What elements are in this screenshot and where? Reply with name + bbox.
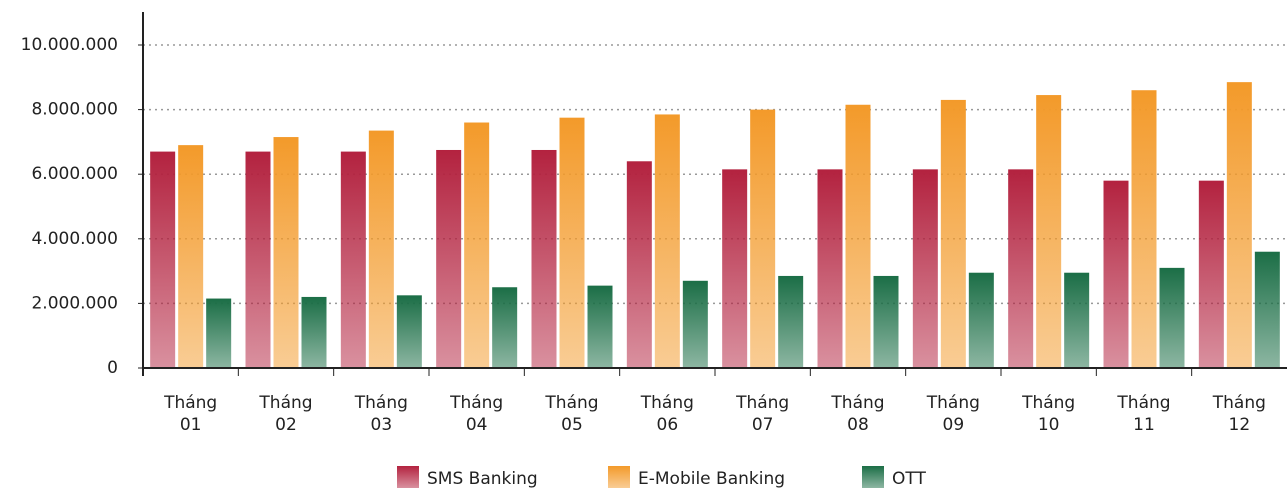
bar	[817, 169, 843, 368]
bar	[1198, 180, 1224, 368]
bar	[750, 109, 776, 368]
bar	[396, 295, 422, 368]
y-tick-label: 2.000.000	[31, 293, 118, 313]
x-tick-label: Tháng 11	[1117, 393, 1171, 435]
legend-label: OTT	[892, 469, 926, 489]
bar	[940, 99, 966, 368]
y-tick-label: 10.000.000	[21, 35, 118, 55]
bar	[245, 151, 271, 368]
bar	[873, 275, 899, 368]
bar	[1008, 169, 1034, 368]
x-tick-label: Tháng 07	[736, 393, 790, 435]
x-tick-label: Tháng 06	[640, 393, 694, 435]
bar	[968, 272, 994, 368]
y-tick-label: 6.000.000	[31, 164, 118, 184]
legend-label: SMS Banking	[427, 469, 538, 489]
legend-swatch	[397, 466, 419, 488]
bar	[1159, 267, 1185, 368]
bar	[301, 296, 327, 368]
x-tick-label: Tháng 04	[450, 393, 504, 435]
x-tick-label: Tháng 08	[831, 393, 885, 435]
bar	[1131, 90, 1157, 368]
x-tick-label: Tháng 12	[1212, 393, 1266, 435]
legend-label: E-Mobile Banking	[638, 469, 785, 489]
x-tick-label: Tháng 01	[164, 393, 218, 435]
bar	[626, 161, 652, 368]
x-tick-label: Tháng 05	[545, 393, 599, 435]
y-tick-label: 0	[107, 358, 118, 378]
bar	[150, 151, 176, 368]
bar	[778, 275, 804, 368]
legend-swatch	[608, 466, 630, 488]
bar	[492, 287, 518, 368]
bar	[206, 298, 232, 368]
bar	[464, 122, 490, 369]
bar	[1254, 251, 1280, 368]
bar	[1226, 82, 1252, 369]
x-tick-label: Tháng 02	[259, 393, 313, 435]
bar	[436, 149, 462, 368]
bar	[178, 145, 204, 368]
bar	[682, 280, 708, 368]
x-tick-label: Tháng 10	[1022, 393, 1076, 435]
bar	[587, 285, 613, 368]
bar	[722, 169, 748, 368]
bar	[273, 137, 299, 368]
bar	[912, 169, 938, 368]
legend-swatch	[862, 466, 884, 488]
x-tick-label: Tháng 03	[354, 393, 408, 435]
y-tick-label: 4.000.000	[31, 229, 118, 249]
bar	[368, 130, 394, 368]
y-tick-label: 8.000.000	[31, 100, 118, 120]
bar	[531, 149, 557, 368]
bar	[1064, 272, 1090, 368]
bar	[654, 114, 680, 368]
bar	[559, 117, 585, 368]
bar	[1103, 180, 1129, 368]
bar	[845, 104, 871, 368]
bar	[1036, 95, 1062, 368]
bar	[340, 151, 366, 368]
x-tick-label: Tháng 09	[926, 393, 980, 435]
